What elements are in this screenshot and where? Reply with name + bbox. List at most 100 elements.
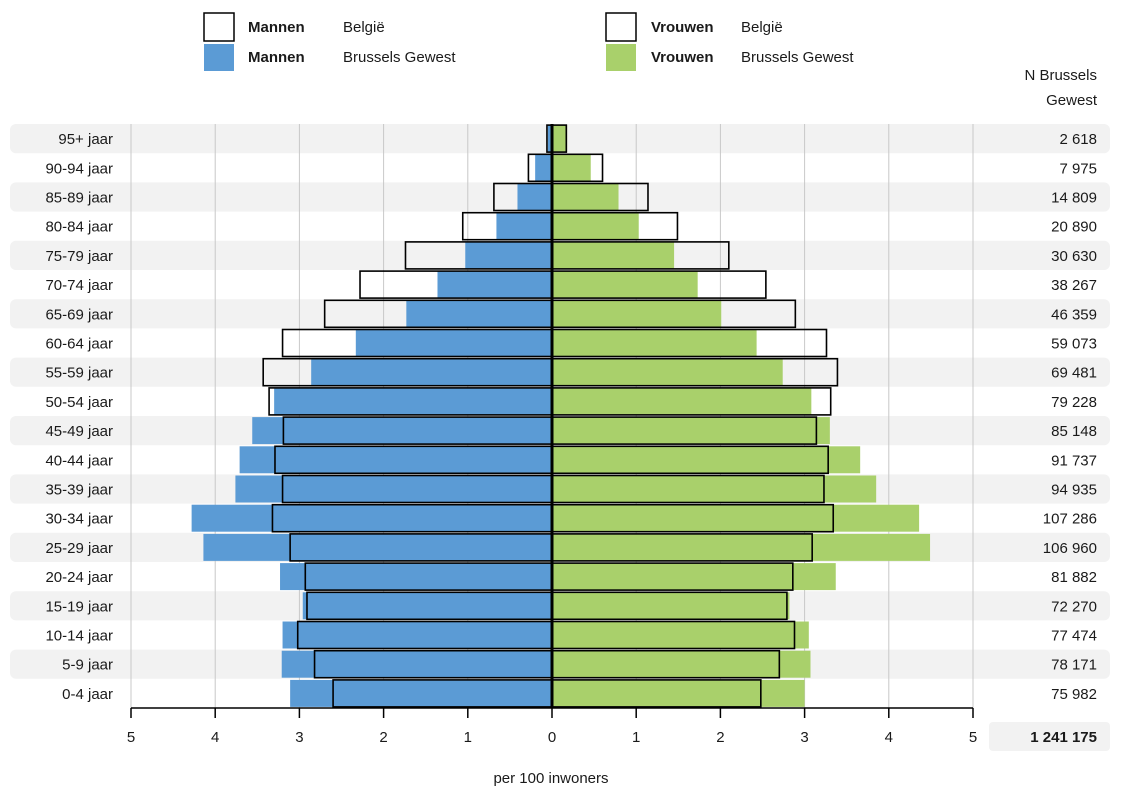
bar-men-brussels [496,212,552,240]
n-value: 79 228 [1051,394,1097,411]
age-group-label: 10-14 jaar [45,628,113,645]
bar-women-brussels [552,563,836,591]
n-value: 106 960 [1043,540,1097,557]
bar-women-brussels [552,504,920,532]
n-value: 69 481 [1051,365,1097,382]
bar-men-brussels [311,358,552,386]
n-header-line1: N Brussels [1024,67,1097,84]
bar-men-brussels [535,154,552,182]
age-group-label: 70-74 jaar [45,277,113,294]
bar-men-brussels [437,271,552,299]
brussels-bars [191,125,931,707]
n-value: 38 267 [1051,277,1097,294]
bar-men-brussels [239,446,553,474]
age-group-label: 60-64 jaar [45,336,113,353]
bar-men-brussels [235,475,552,503]
bar-women-brussels [552,183,619,211]
legend-men-brussels-gender: Mannen [248,49,305,66]
x-tick-label: 2 [379,729,387,746]
bar-women-brussels [552,533,931,561]
n-value: 46 359 [1051,306,1097,323]
age-group-label: 80-84 jaar [45,219,113,236]
bar-women-brussels [552,475,877,503]
n-values-column: 2 618 7 975 14 809 20 890 30 630 38 267 46 359… [1043,131,1097,703]
age-group-label: 15-19 jaar [45,598,113,615]
bar-men-brussels [547,125,552,153]
age-group-label: 25-29 jaar [45,540,113,557]
n-value: 14 809 [1051,190,1097,207]
age-group-label: 75-79 jaar [45,248,113,265]
age-group-label: 95+ jaar [58,131,113,148]
age-group-label: 85-89 jaar [45,190,113,207]
n-header-line2: Gewest [1046,92,1098,109]
bar-women-brussels [552,417,830,445]
age-group-label: 20-24 jaar [45,569,113,586]
bar-men-brussels [274,387,552,415]
legend-swatch-men-brussels [204,44,234,71]
age-group-labels: 95+ jaar 90-94 jaar 85-89 jaar 80-84 jaar 75… [45,131,113,703]
total-value: 1 241 175 [1030,729,1097,746]
x-tick-label: 5 [969,729,977,746]
legend-men-brussels-region: Brussels Gewest [343,49,456,66]
legend: Mannen België Mannen Brussels Gewest Vro… [203,12,854,71]
bar-women-brussels [552,679,805,707]
bar-men-brussels [290,679,552,707]
bar-women-brussels [552,125,568,153]
n-value: 107 286 [1043,511,1097,528]
bar-women-brussels [552,592,790,620]
bar-women-brussels [552,212,639,240]
age-group-label: 65-69 jaar [45,306,113,323]
legend-women-brussels-gender: Vrouwen [651,49,714,66]
n-value: 30 630 [1051,248,1097,265]
bar-men-brussels [517,183,552,211]
age-group-label: 55-59 jaar [45,365,113,382]
bar-men-brussels [282,621,552,649]
legend-swatch-women-belgium [605,12,637,42]
bar-men-brussels [465,241,552,269]
n-value: 81 882 [1051,569,1097,586]
bar-men-brussels [203,533,553,561]
legend-swatch-women-brussels [606,44,636,71]
n-value: 94 935 [1051,482,1097,499]
legend-men-belgium-region: België [343,19,385,36]
bar-women-brussels [552,271,698,299]
n-value: 7 975 [1059,160,1097,177]
bar-men-brussels [406,300,552,328]
age-group-label: 35-39 jaar [45,482,113,499]
n-value: 85 148 [1051,423,1097,440]
bar-men-brussels [302,592,552,620]
bar-women-brussels [552,329,757,357]
n-value: 77 474 [1051,628,1097,645]
bar-women-brussels [552,358,783,386]
n-value: 91 737 [1051,452,1097,469]
total-box [989,722,1110,751]
bar-women-brussels [552,446,861,474]
bar-men-brussels [355,329,552,357]
n-value: 59 073 [1051,336,1097,353]
age-group-label: 90-94 jaar [45,160,113,177]
age-group-label: 5-9 jaar [62,657,113,674]
bar-men-brussels [252,417,553,445]
legend-women-belgium-region: België [741,19,783,36]
n-value: 72 270 [1051,598,1097,615]
x-tick-label: 4 [885,729,893,746]
legend-swatch-men-belgium [203,12,235,42]
bar-women-brussels [552,241,675,269]
bar-men-brussels [281,650,552,678]
x-tick-label: 1 [632,729,640,746]
n-value: 78 171 [1051,657,1097,674]
legend-women-belgium-gender: Vrouwen [651,19,714,36]
age-group-label: 0-4 jaar [62,686,113,703]
x-tick-label: 1 [464,729,472,746]
x-axis-title: per 100 inwoners [493,770,608,787]
age-group-label: 40-44 jaar [45,452,113,469]
age-group-label: 50-54 jaar [45,394,113,411]
x-tick-label: 3 [800,729,808,746]
x-tick-label: 3 [295,729,303,746]
n-value: 20 890 [1051,219,1097,236]
bar-women-brussels [552,621,809,649]
x-tick-label: 2 [716,729,724,746]
n-value: 2 618 [1059,131,1097,148]
bar-men-brussels [280,563,552,591]
